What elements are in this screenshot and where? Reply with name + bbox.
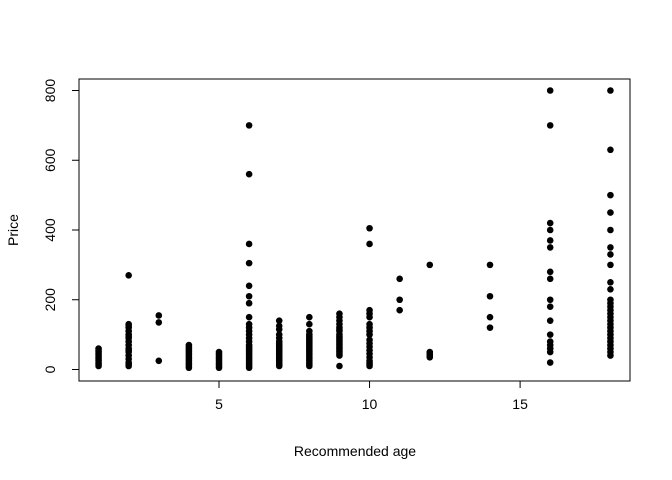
- data-point: [125, 272, 132, 279]
- data-point: [245, 292, 253, 300]
- data-point: [245, 122, 253, 129]
- data-point: [275, 331, 283, 338]
- data-point: [607, 191, 614, 199]
- data-point: [245, 313, 253, 321]
- data-point: [125, 320, 132, 328]
- data-point: [486, 261, 494, 269]
- data-point: [546, 268, 554, 276]
- data-point: [546, 219, 554, 227]
- data-point: [155, 357, 163, 365]
- data-point: [185, 341, 193, 349]
- data-point: [245, 299, 253, 307]
- data-point: [546, 87, 554, 94]
- data-point: [366, 240, 373, 248]
- y-tick-label: 800: [42, 79, 58, 103]
- data-point: [366, 336, 373, 344]
- data-point: [396, 296, 403, 304]
- data-point: [155, 312, 163, 319]
- data-point: [607, 261, 614, 269]
- data-point: [546, 359, 554, 366]
- data-point: [336, 310, 343, 317]
- data-point: [546, 122, 554, 129]
- y-tick-label: 200: [42, 288, 58, 312]
- data-point: [366, 224, 373, 232]
- data-point: [607, 279, 614, 286]
- data-point: [546, 296, 554, 304]
- data-point: [215, 348, 223, 356]
- y-axis-label: Price: [5, 214, 21, 246]
- y-tick-label: 400: [42, 218, 58, 242]
- x-tick-label: 5: [215, 396, 223, 412]
- y-tick-label: 0: [42, 365, 58, 373]
- y-tick-label: 600: [42, 148, 58, 172]
- data-point: [306, 327, 313, 335]
- data-point: [607, 226, 614, 234]
- data-point: [607, 87, 614, 94]
- data-point: [245, 240, 253, 248]
- data-point: [426, 261, 434, 269]
- data-points: [95, 87, 614, 372]
- data-point: [426, 348, 434, 356]
- data-point: [546, 244, 554, 251]
- y-axis: 0 200 400 600 800: [42, 79, 80, 373]
- data-point: [607, 285, 614, 293]
- data-point: [546, 303, 554, 311]
- data-point: [607, 296, 614, 304]
- data-point: [607, 146, 614, 154]
- data-point: [336, 362, 343, 370]
- data-point: [546, 317, 554, 324]
- data-point: [607, 244, 614, 251]
- data-point: [306, 313, 313, 321]
- data-point: [607, 209, 614, 216]
- x-axis-label: Recommended age: [294, 443, 416, 459]
- data-point: [486, 313, 494, 321]
- data-point: [546, 331, 554, 338]
- data-point: [245, 170, 253, 178]
- data-point: [546, 338, 554, 345]
- data-point: [245, 282, 253, 290]
- data-point: [306, 320, 313, 328]
- data-point: [486, 324, 494, 331]
- data-point: [366, 320, 373, 328]
- data-point: [366, 306, 373, 314]
- data-point: [155, 319, 163, 326]
- x-axis: 5 10 15: [215, 380, 528, 412]
- data-point: [546, 226, 554, 234]
- data-point: [245, 259, 253, 267]
- data-point: [396, 306, 403, 314]
- data-point: [546, 237, 554, 244]
- data-point: [546, 275, 554, 283]
- data-point: [275, 317, 283, 324]
- x-tick-label: 10: [362, 396, 378, 412]
- data-point: [607, 251, 614, 258]
- data-point: [95, 345, 102, 352]
- data-point: [396, 275, 403, 283]
- data-point: [245, 320, 253, 328]
- data-point: [275, 322, 283, 330]
- x-tick-label: 15: [512, 396, 528, 412]
- data-point: [486, 292, 494, 300]
